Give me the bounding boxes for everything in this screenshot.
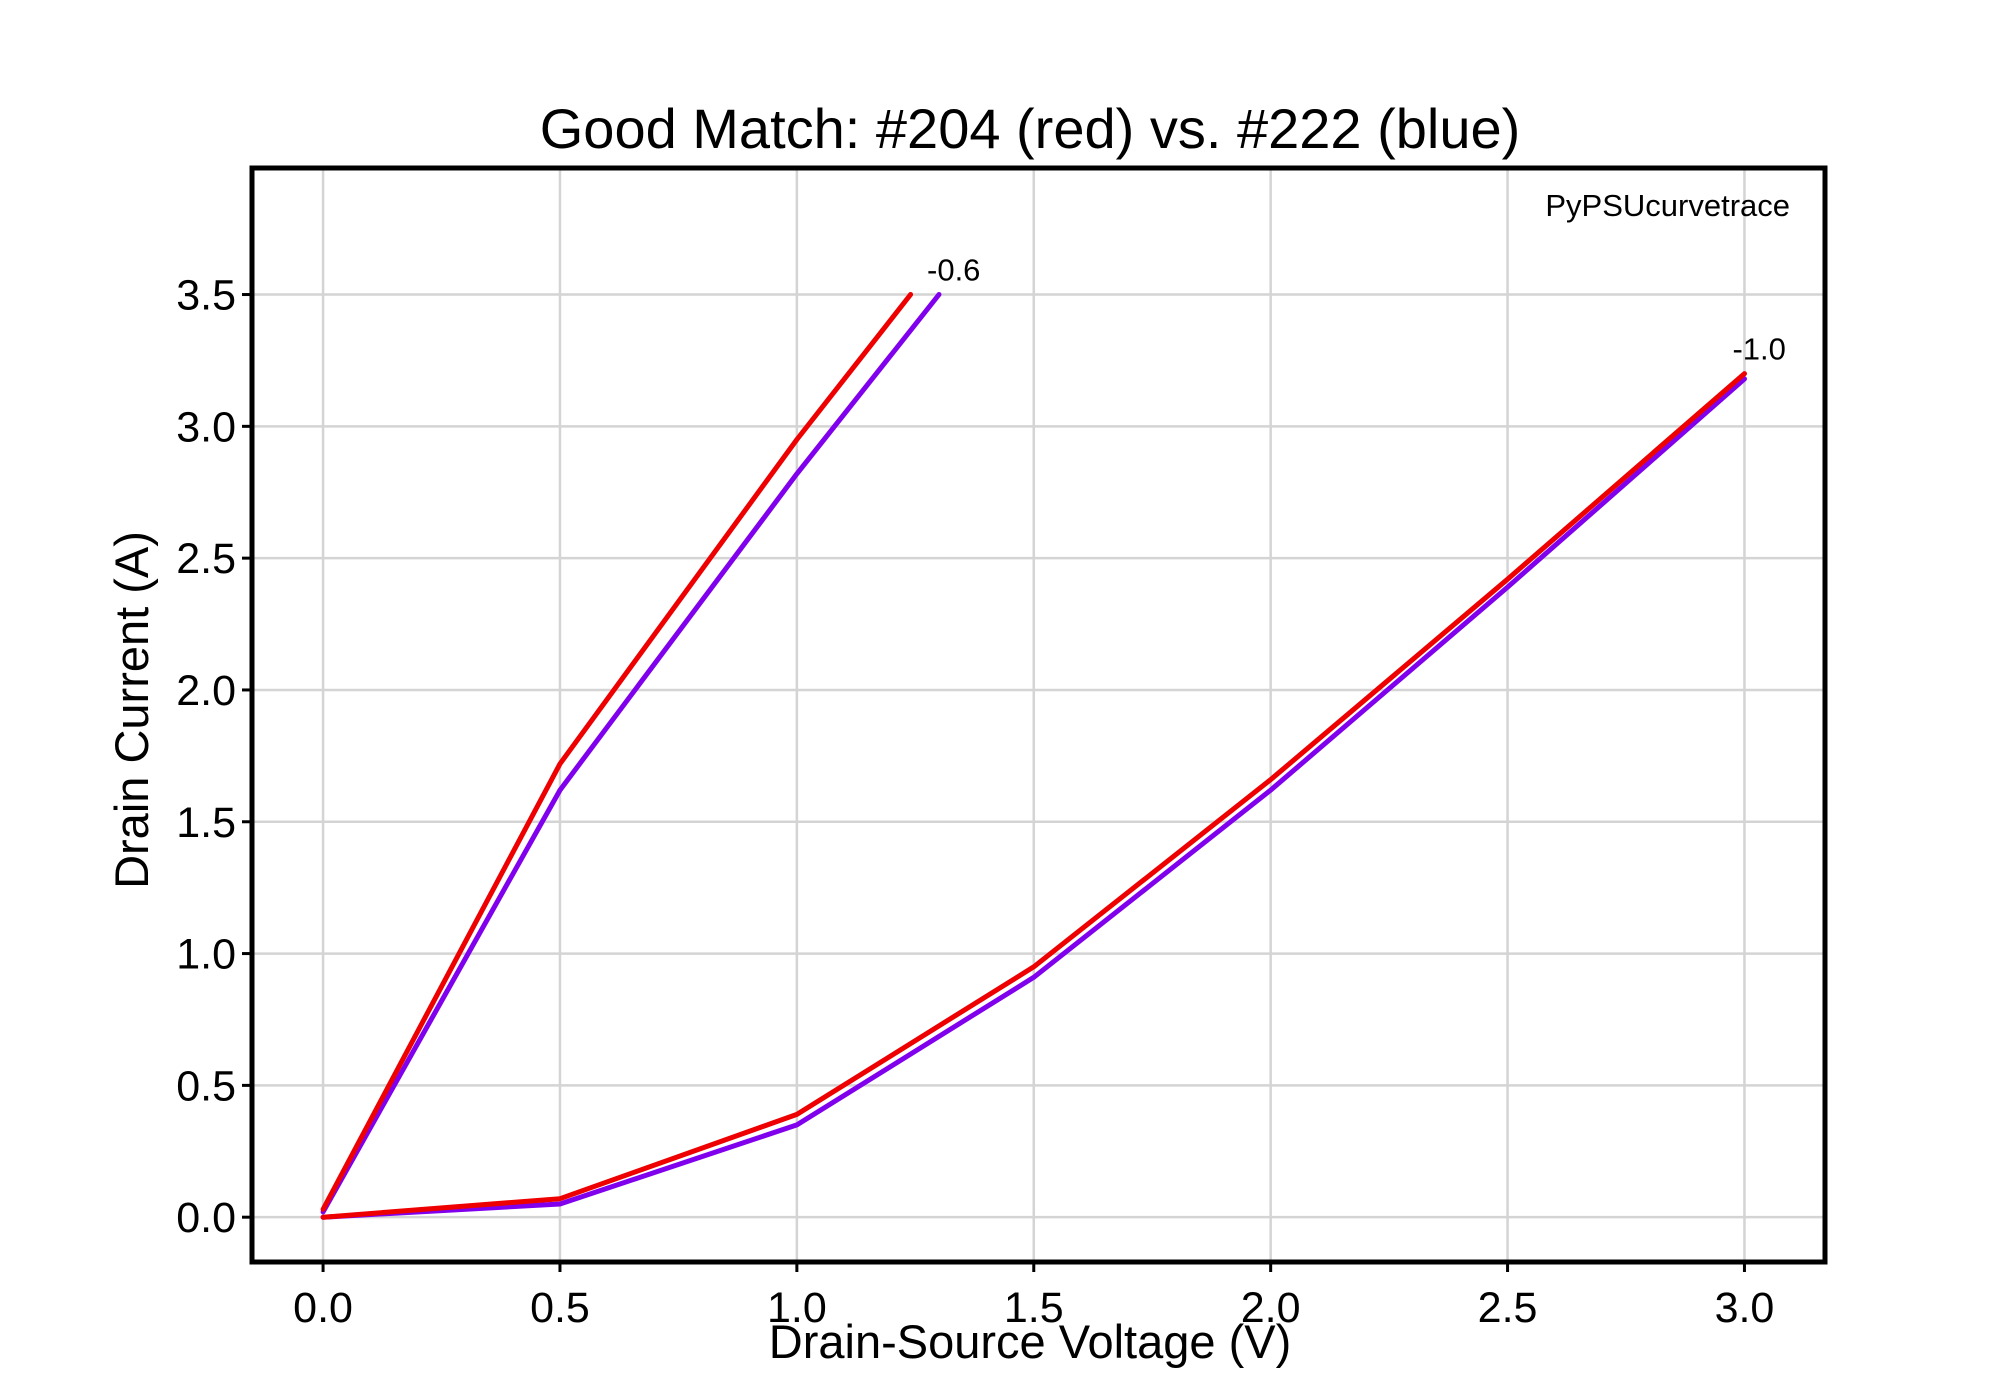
y-tick-label: 0.0 xyxy=(176,1194,236,1242)
series-line-0 xyxy=(320,292,942,1215)
y-tick-label: 3.0 xyxy=(176,403,236,451)
series-lines xyxy=(320,292,1747,1220)
x-tick-label: 2.5 xyxy=(1478,1284,1538,1332)
y-tick-label: 1.0 xyxy=(176,931,236,979)
axis-ticks: 0.0 0.5 1.0 1.5 2.0 2.5 3.0 0.0 0.5 1.0 1.5 2.0 2.5 3… xyxy=(176,272,1774,1332)
series-line-3 xyxy=(320,371,1747,1220)
chart-title: Good Match: #204 (red) vs. #222 (blue) xyxy=(540,97,1521,160)
curve-label: -0.6 xyxy=(927,253,980,288)
x-tick-label: 1.5 xyxy=(1004,1284,1064,1332)
curve-labels: -0.6 -1.0 xyxy=(927,253,1786,367)
x-axis-title: Drain-Source Voltage (V) xyxy=(769,1315,1291,1368)
y-tick-label: 1.5 xyxy=(176,799,236,847)
y-tick-label: 3.5 xyxy=(176,272,236,320)
watermark-text: PyPSUcurvetrace xyxy=(1545,188,1790,223)
x-tick-label: 2.0 xyxy=(1241,1284,1301,1332)
series-line-2 xyxy=(320,376,1747,1220)
plot-frame xyxy=(249,165,1828,1265)
x-tick-label: 1.0 xyxy=(767,1284,827,1332)
y-tick-label: 2.0 xyxy=(176,667,236,715)
x-tick-label: 0.0 xyxy=(293,1284,353,1332)
y-axis-title: Drain Current (A) xyxy=(105,531,158,889)
y-tick-label: 2.5 xyxy=(176,535,236,583)
x-tick-label: 3.0 xyxy=(1715,1284,1775,1332)
curve-label: -1.0 xyxy=(1732,332,1785,367)
y-tick-label: 0.5 xyxy=(176,1062,236,1110)
series-line-1 xyxy=(320,292,914,1212)
x-tick-label: 0.5 xyxy=(530,1284,590,1332)
grid xyxy=(252,168,1825,1262)
